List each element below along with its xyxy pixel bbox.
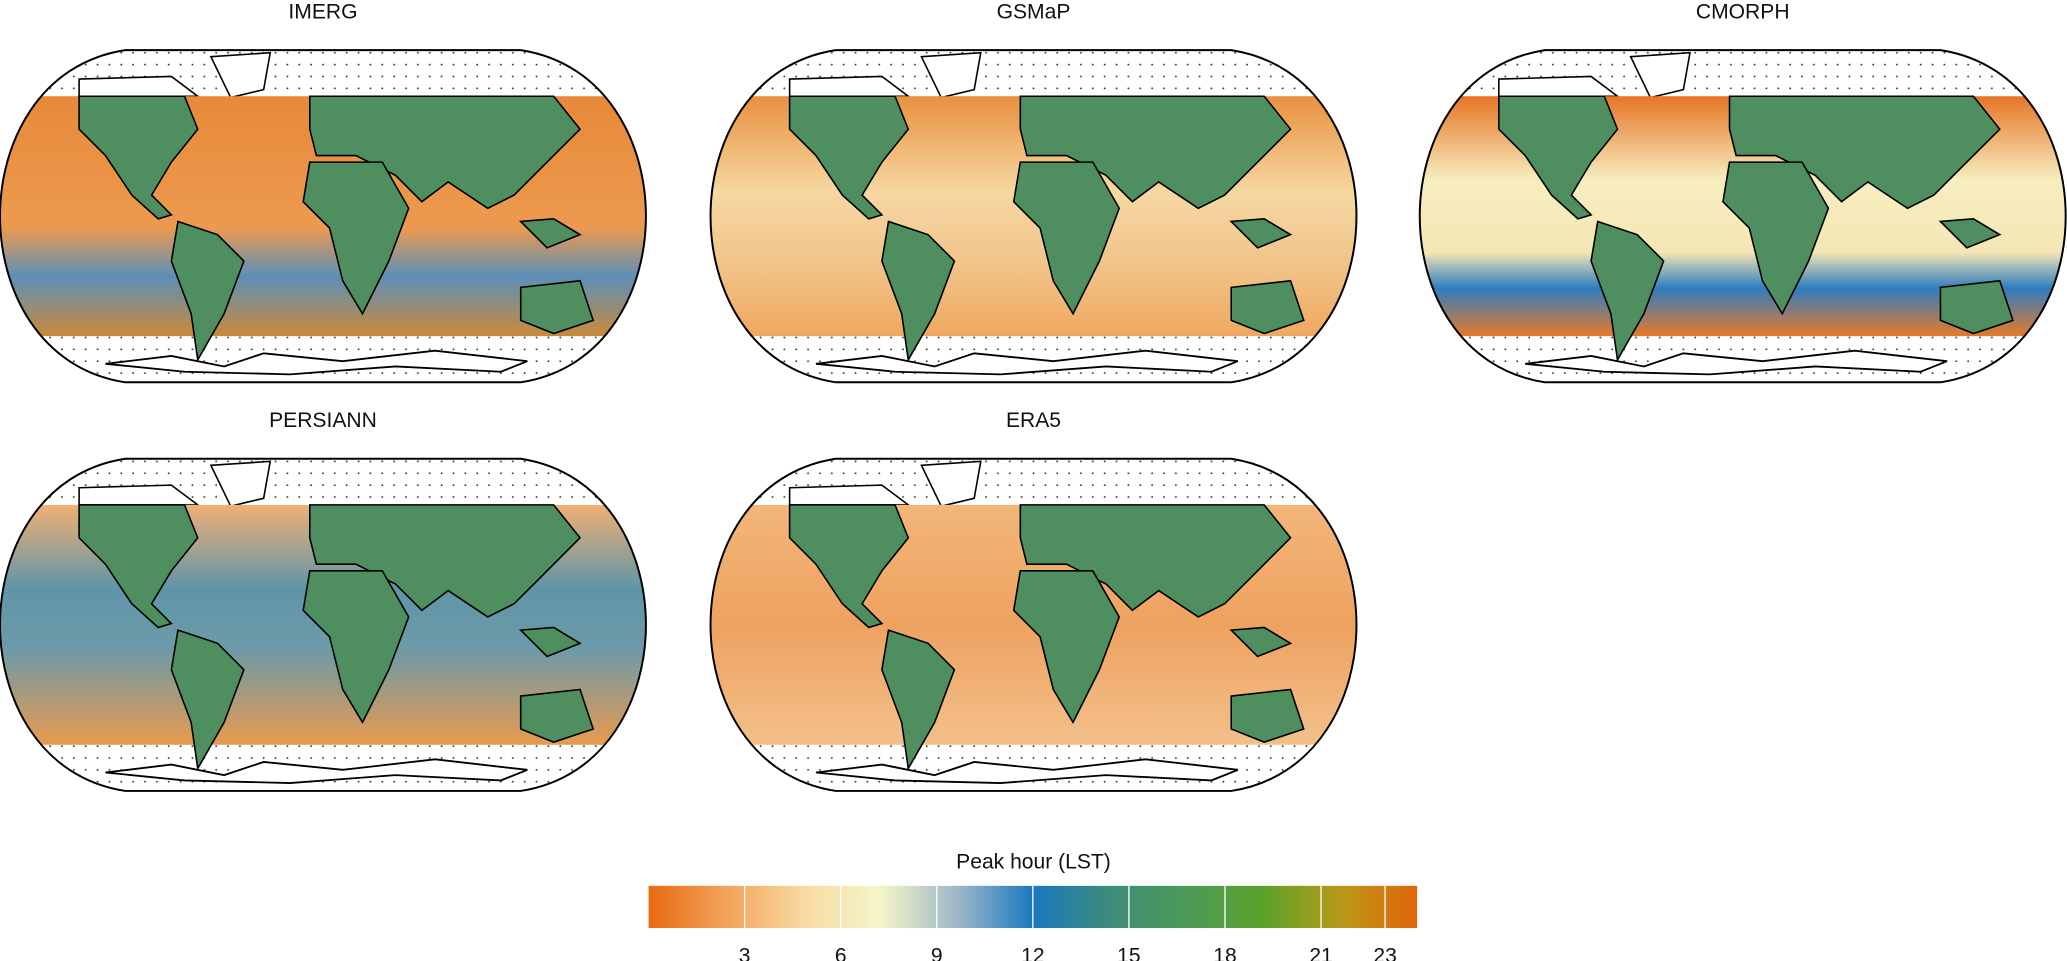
colorbar-tick-label: 9 <box>931 944 943 961</box>
colorbar-tick-label: 3 <box>739 944 751 961</box>
colorbar-tick-label: 15 <box>1117 944 1140 961</box>
colorbar-tick-label: 23 <box>1373 944 1396 961</box>
panel <box>709 457 1358 792</box>
panel <box>0 457 647 792</box>
panel-title: IMERG <box>288 0 357 23</box>
panel-title: CMORPH <box>1696 0 1790 23</box>
panel <box>0 49 647 384</box>
colorbar-tick-label: 21 <box>1309 944 1332 961</box>
panel-title: PERSIANN <box>269 409 377 432</box>
colorbar-tick-label: 12 <box>1021 944 1044 961</box>
panel-title: ERA5 <box>1006 409 1061 432</box>
panel-title: GSMaP <box>997 0 1071 23</box>
colorbar-label: Peak hour (LST) <box>956 851 1111 874</box>
panel <box>709 49 1358 384</box>
colorbar-tick-label: 18 <box>1213 944 1236 961</box>
colorbar-tick-label: 6 <box>835 944 847 961</box>
panel <box>1418 49 2067 384</box>
